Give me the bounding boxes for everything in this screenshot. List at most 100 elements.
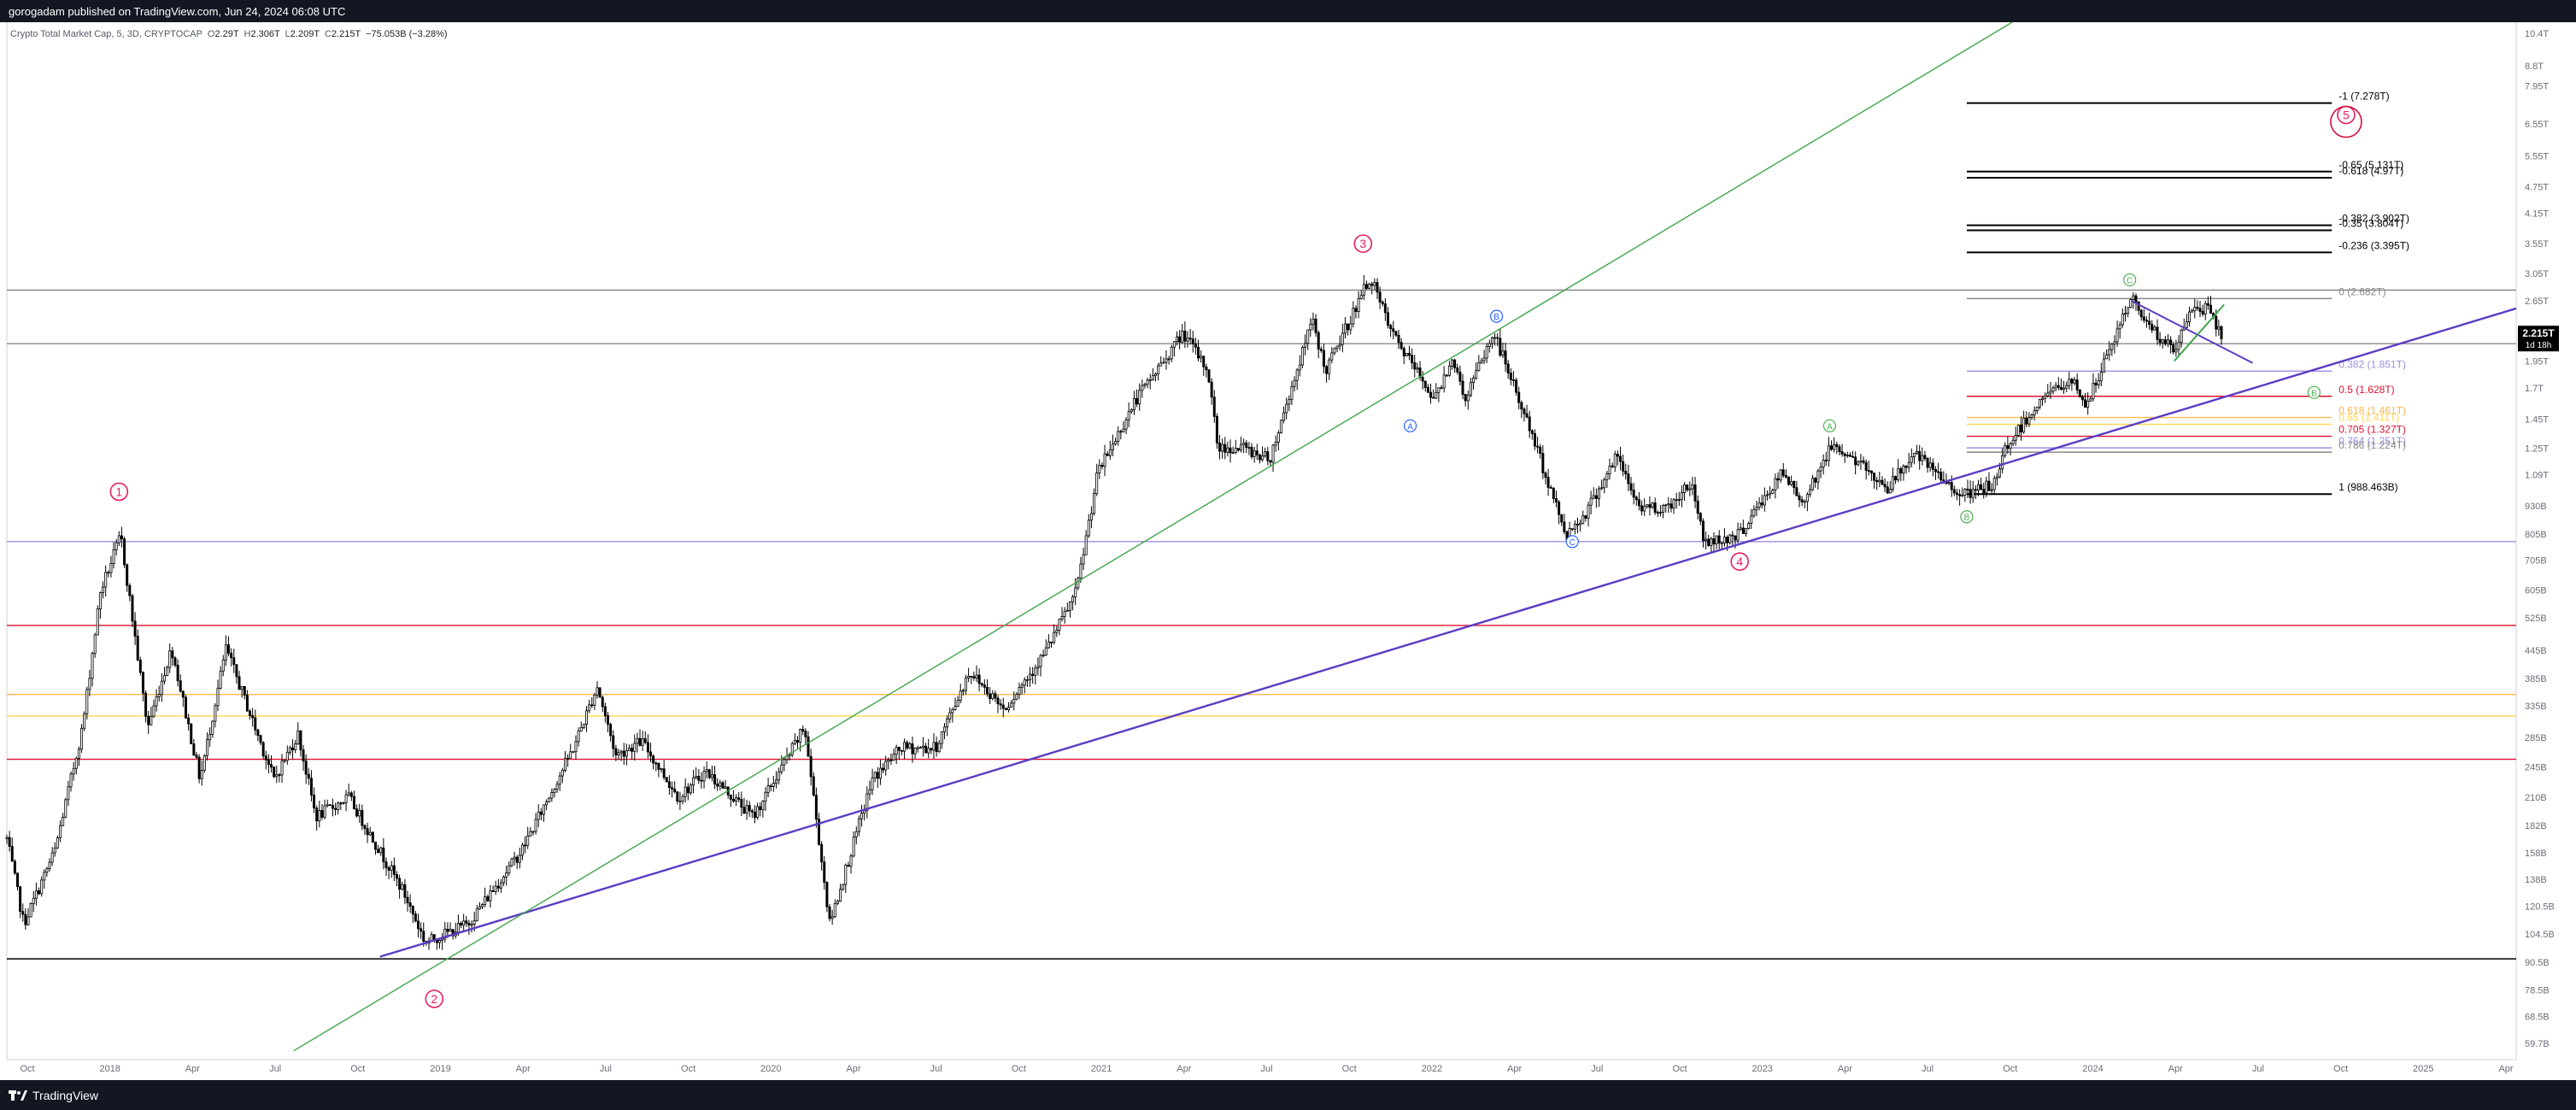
candle-body <box>1888 489 1892 494</box>
candle-body <box>417 920 420 930</box>
candle-body <box>913 747 917 755</box>
candle-body <box>334 808 337 810</box>
candle-body <box>809 755 813 778</box>
candle-body <box>553 789 556 793</box>
brand-name: TradingView <box>32 1088 99 1102</box>
candle-body <box>825 882 829 907</box>
candle-body <box>1290 385 1294 401</box>
tradingview-brand[interactable]: TradingView <box>0 1089 98 1102</box>
candle-body <box>56 837 59 849</box>
x-tick-label: Oct <box>1672 1064 1687 1074</box>
wave-marker-circle <box>2307 385 2321 399</box>
candle-body <box>972 676 976 678</box>
candle-body <box>26 916 30 925</box>
candle-body <box>59 825 62 838</box>
candle-body <box>529 831 532 837</box>
candle-body <box>38 890 41 895</box>
candle-body <box>2220 326 2223 339</box>
candle-body <box>1266 451 1270 461</box>
candle-body <box>64 799 67 818</box>
candle-body <box>908 743 912 749</box>
candle-body <box>1658 512 1662 514</box>
candle-body <box>742 807 746 813</box>
high-label: H <box>244 29 251 39</box>
candle-body <box>889 759 893 761</box>
y-tick-label: 245B <box>2525 763 2547 773</box>
candle-body <box>1087 520 1090 537</box>
trendlines[interactable] <box>293 22 2517 1052</box>
wave-marker-circle <box>1490 309 1504 323</box>
candle-body <box>150 715 153 725</box>
candle-body <box>1891 476 1894 490</box>
fib-label-6: 0 (2.682T) <box>2338 285 2385 297</box>
horizontal-levels[interactable] <box>7 289 2516 960</box>
candle-body <box>187 717 191 725</box>
symbol-legend: Crypto Total Market Cap, 5, 3D, CRYPTOCA… <box>10 29 448 39</box>
price-chart[interactable]: -1 (7.278T) -0.65 (5.131T)-0.618 (4.97T) -… <box>0 22 2576 1080</box>
candle-body <box>916 747 919 749</box>
candle-body <box>2105 354 2109 360</box>
candle-body <box>1411 355 1414 363</box>
candle-body <box>818 819 821 845</box>
price-axis[interactable]: 10.4T 8.8T 7.95T 6.55T 5.55T 4.75T 4.15T 3.55T 3… <box>2525 29 2555 1049</box>
candle-body <box>1809 489 1812 496</box>
candle-body <box>1191 338 1194 344</box>
candle-body <box>1001 704 1005 709</box>
candle-body <box>478 906 481 910</box>
candle-body <box>2038 399 2041 408</box>
candle-body <box>539 811 543 815</box>
candle-body <box>1306 329 1310 344</box>
candle-body <box>261 742 265 757</box>
candle-body <box>756 806 760 819</box>
candle-body <box>793 740 796 744</box>
candle-body <box>660 768 663 771</box>
x-tick-label: 2025 <box>2413 1064 2433 1074</box>
candle-body <box>1108 449 1112 456</box>
candle-body <box>671 787 674 790</box>
candle-body <box>1603 479 1606 489</box>
candle-body <box>200 769 203 779</box>
candle-body <box>839 889 842 902</box>
wave-label-5: 5 <box>2343 109 2350 122</box>
candle-body <box>1488 343 1491 348</box>
candle-body <box>1042 655 1045 657</box>
candle-body <box>1634 496 1638 501</box>
candle-body <box>2041 397 2045 401</box>
time-axis[interactable]: Oct 2018 Apr Jul Oct 2019 Apr Jul Oct 2020 Apr Jul O… <box>20 1064 2513 1074</box>
candle-body <box>219 670 222 689</box>
candle-body <box>833 903 836 918</box>
candle-body <box>1261 455 1265 461</box>
candle-body <box>211 720 214 735</box>
candle-body <box>1279 420 1282 434</box>
candle-body <box>842 884 845 890</box>
candles <box>5 274 2223 950</box>
candle-body <box>2080 396 2084 401</box>
candle-body <box>1523 408 1526 414</box>
candle-body <box>558 775 561 785</box>
candle-body <box>1587 504 1590 519</box>
candle-body <box>176 664 179 682</box>
candle-body <box>1790 481 1793 485</box>
candle-body <box>197 756 201 779</box>
candle-body <box>2092 382 2095 400</box>
candle-body <box>1947 482 1951 485</box>
candle-body <box>1389 325 1393 330</box>
wave-labels[interactable]: 1 2 3 4 5 A B C A B C B <box>109 105 2362 1008</box>
y-tick-label: 705B <box>2525 556 2547 567</box>
candle-body <box>2022 417 2026 432</box>
x-tick-label: Oct <box>2003 1064 2017 1074</box>
x-tick-label: Apr <box>1507 1064 1522 1074</box>
x-tick-label: Oct <box>681 1064 695 1074</box>
candle-body <box>1012 698 1016 704</box>
candle-body <box>1980 484 1983 490</box>
x-tick-label: Apr <box>185 1064 200 1074</box>
candle-body <box>2127 307 2130 314</box>
candle-body <box>942 726 946 732</box>
candle-body <box>1394 331 1398 336</box>
candle-body <box>1533 433 1536 447</box>
candle-body <box>1664 504 1668 507</box>
wave-marker-circle <box>1960 510 1974 524</box>
candle-body <box>496 885 500 889</box>
candle-body <box>692 777 695 786</box>
candle-body <box>1050 641 1053 643</box>
